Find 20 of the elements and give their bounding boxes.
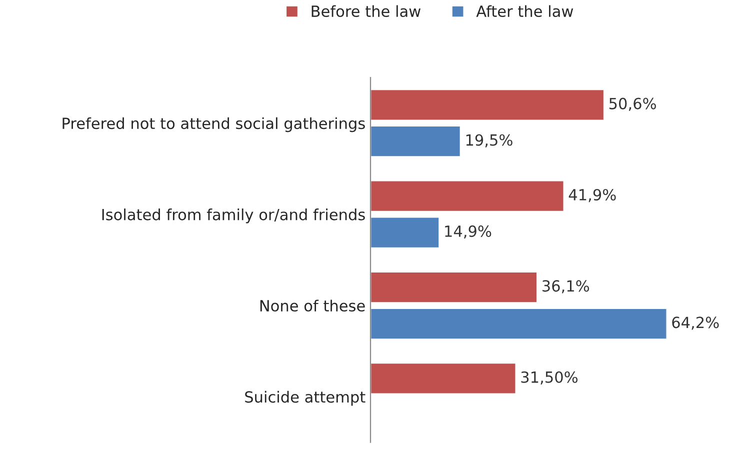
y-tick-label: Prefered not to attend social gatherings	[62, 117, 365, 132]
data-label: 36,1%	[542, 280, 590, 294]
bar	[370, 125, 462, 158]
legend-label: After the law	[476, 5, 574, 18]
data-label: 50,6%	[609, 98, 656, 111]
data-label: 19,5%	[466, 134, 512, 148]
data-label: 31,50%	[521, 371, 578, 384]
bar	[370, 180, 565, 212]
bar	[370, 88, 605, 122]
y-tick-label: Suicide attempt	[245, 390, 366, 406]
legend-label: Before the law	[312, 5, 420, 18]
bar	[370, 362, 517, 395]
data-label: 41,9%	[568, 188, 616, 202]
bar	[370, 271, 538, 304]
data-label: 14,9%	[445, 225, 492, 239]
bar	[370, 216, 440, 249]
y-tick-label: None of these	[260, 300, 365, 312]
data-label: 64,2%	[672, 316, 719, 330]
y-tick-label: Isolated from family or/and friends	[102, 208, 365, 224]
bar	[370, 308, 667, 340]
